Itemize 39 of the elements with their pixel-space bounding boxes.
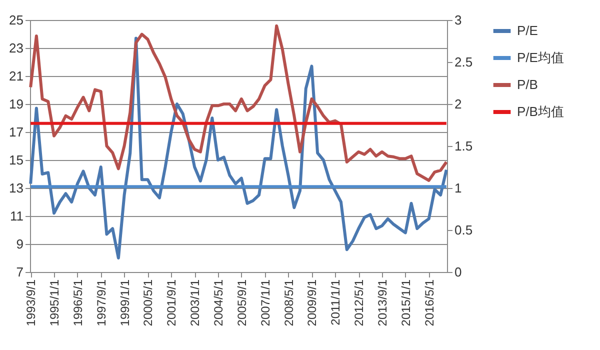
y2-tick-label: 0	[454, 264, 462, 280]
y-tick-label: 25	[9, 12, 24, 28]
x-tick-label: 1993/9/1	[24, 279, 38, 326]
y-tick-label: 11	[10, 208, 24, 224]
x-tick-label: 2003/1/1	[188, 279, 202, 326]
x-tick-label: 2013/9/1	[375, 279, 390, 326]
y-tick-label: 21	[9, 68, 24, 84]
x-tick-label: 1999/1/1	[118, 279, 132, 326]
y2-tick-label: 2	[454, 96, 462, 112]
y2-tick-label: 2.5	[454, 54, 473, 70]
x-tick-label: 1997/9/1	[94, 279, 108, 326]
x-tick-label: 2005/9/1	[234, 279, 249, 326]
x-tick-label: 2012/5/1	[352, 279, 366, 326]
y2-tick-label: 0.5	[454, 222, 473, 238]
x-tick-label: 2007/1/1	[258, 279, 272, 326]
x-tick-label: 2011/1/1	[328, 279, 343, 326]
y-tick-label: 9	[16, 236, 24, 252]
x-tick-label: 2001/9/1	[164, 279, 179, 326]
x-tick-label: 2008/5/1	[282, 279, 296, 326]
y-tick-label: 13	[9, 180, 24, 196]
x-tick-label: 2009/9/1	[305, 279, 320, 326]
y2-tick-label: 1	[454, 180, 462, 196]
y-tick-label: 15	[9, 152, 24, 168]
legend-label: P/B均值	[517, 104, 564, 119]
y-tick-label: 17	[9, 124, 24, 140]
y-tick-label: 23	[9, 40, 24, 56]
x-tick-label: 2004/5/1	[212, 279, 226, 326]
legend-label: P/E均值	[517, 50, 564, 65]
y2-tick-label: 1.5	[454, 138, 473, 154]
x-tick-label: 2015/1/1	[398, 279, 413, 326]
legend-label: P/E	[517, 23, 538, 38]
legend-label: P/B	[517, 77, 538, 92]
x-tick-label: 1995/1/1	[48, 279, 62, 326]
x-tick-label: 2016/5/1	[422, 279, 436, 326]
y2-tick-label: 3	[454, 12, 462, 28]
y-tick-label: 7	[16, 264, 24, 280]
x-tick-label: 2000/5/1	[141, 279, 156, 326]
y-tick-label: 19	[9, 96, 24, 112]
x-tick-label: 1996/5/1	[70, 279, 85, 326]
